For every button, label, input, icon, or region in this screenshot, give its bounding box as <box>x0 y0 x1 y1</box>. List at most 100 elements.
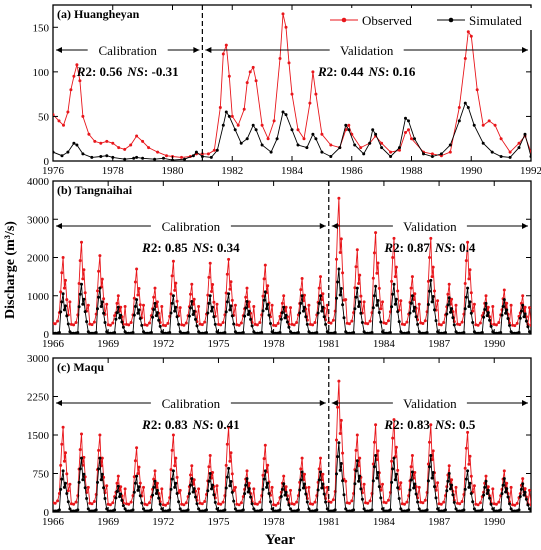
simulated-point <box>464 295 468 299</box>
calibration-stats-ns-value: : 0.41 <box>209 417 239 432</box>
observed-point <box>398 148 401 152</box>
observed-point <box>430 275 434 279</box>
observed-point <box>528 306 531 310</box>
simulated-point <box>191 313 195 316</box>
observed-point <box>239 321 243 325</box>
simulated-point <box>321 482 325 486</box>
observed-point <box>132 475 136 479</box>
observed-point <box>230 298 234 302</box>
simulated-point <box>523 132 527 136</box>
observed-point <box>266 463 270 467</box>
observed-point <box>469 474 473 478</box>
simulated-point <box>249 317 253 321</box>
simulated-point <box>66 322 70 326</box>
simulated-point <box>80 456 83 460</box>
simulated-point <box>269 322 272 325</box>
simulated-point <box>135 155 139 159</box>
simulated-point <box>451 493 455 497</box>
simulated-point <box>425 331 429 334</box>
simulated-point <box>353 307 357 311</box>
calibration-stats-r2-label: R <box>141 240 151 255</box>
simulated-point <box>347 509 351 512</box>
simulated-point <box>284 113 288 117</box>
observed-point <box>261 294 265 298</box>
legend-observed-marker <box>341 17 347 23</box>
simulated-point <box>283 493 287 497</box>
simulated-point <box>245 300 249 303</box>
y-tick-label: 750 <box>33 469 50 481</box>
observed-point <box>192 478 196 482</box>
simulated-point <box>194 150 198 154</box>
x-tick-label: 1992 <box>520 165 541 177</box>
simulated-point <box>305 146 309 150</box>
observed-point <box>237 323 241 327</box>
simulated-point <box>194 495 197 499</box>
observed-point <box>252 305 256 308</box>
simulated-point <box>175 492 179 495</box>
simulated-point <box>375 303 379 307</box>
simulated-point <box>275 137 279 141</box>
simulated-point <box>480 508 484 512</box>
simulated-point <box>121 325 125 329</box>
simulated-point <box>250 502 254 506</box>
simulated-point <box>230 490 234 494</box>
observed-point <box>380 141 384 145</box>
observed-point <box>523 305 527 309</box>
calibration-stats-r2-value: 2: 0.56 <box>85 64 122 79</box>
observed-point <box>96 289 99 293</box>
calibration-stats-ns-value: : -0.31 <box>144 64 179 79</box>
simulated-point <box>430 476 434 480</box>
simulated-point <box>245 477 249 481</box>
simulated-point <box>304 492 308 496</box>
simulated-point <box>416 500 420 504</box>
simulated-point <box>320 309 324 313</box>
simulated-point <box>78 467 82 471</box>
observed-point <box>229 280 233 284</box>
simulated-point <box>254 128 258 132</box>
simulated-point <box>471 321 475 324</box>
simulated-point <box>433 485 436 489</box>
simulated-series-line <box>53 102 531 161</box>
observed-point <box>344 298 348 302</box>
observed-point <box>458 323 462 327</box>
simulated-point <box>145 331 149 334</box>
observed-point <box>78 259 82 263</box>
simulated-point <box>408 488 412 492</box>
simulated-point <box>439 509 443 512</box>
simulated-point <box>174 305 178 309</box>
observed-point <box>77 282 81 285</box>
simulated-point <box>65 492 69 495</box>
observed-point <box>87 132 91 136</box>
simulated-point <box>108 509 112 512</box>
simulated-point <box>108 331 112 334</box>
simulated-point <box>260 143 264 147</box>
simulated-point <box>506 317 510 320</box>
simulated-point <box>59 487 63 491</box>
observed-point <box>374 423 378 427</box>
simulated-point <box>97 295 101 299</box>
simulated-point <box>77 480 81 484</box>
simulated-point <box>195 502 199 506</box>
observed-point <box>515 501 519 505</box>
simulated-point <box>488 496 492 500</box>
validation-stats-r2-label: R <box>383 417 393 432</box>
simulated-point <box>83 310 87 314</box>
simulated-point <box>315 508 319 512</box>
observed-point <box>247 300 251 304</box>
observed-point <box>116 294 120 298</box>
observed-point <box>295 321 299 324</box>
simulated-point <box>132 490 136 494</box>
observed-point <box>190 464 194 468</box>
observed-point <box>274 503 278 507</box>
simulated-point <box>208 294 212 298</box>
observed-point <box>148 501 151 505</box>
simulated-point <box>414 492 418 496</box>
simulated-point <box>352 331 356 334</box>
observed-point <box>123 487 127 491</box>
observed-point <box>396 468 400 472</box>
simulated-point <box>194 317 197 321</box>
simulated-point <box>244 306 248 310</box>
simulated-point <box>484 479 488 483</box>
observed-point <box>197 305 201 308</box>
simulated-point <box>301 486 305 490</box>
